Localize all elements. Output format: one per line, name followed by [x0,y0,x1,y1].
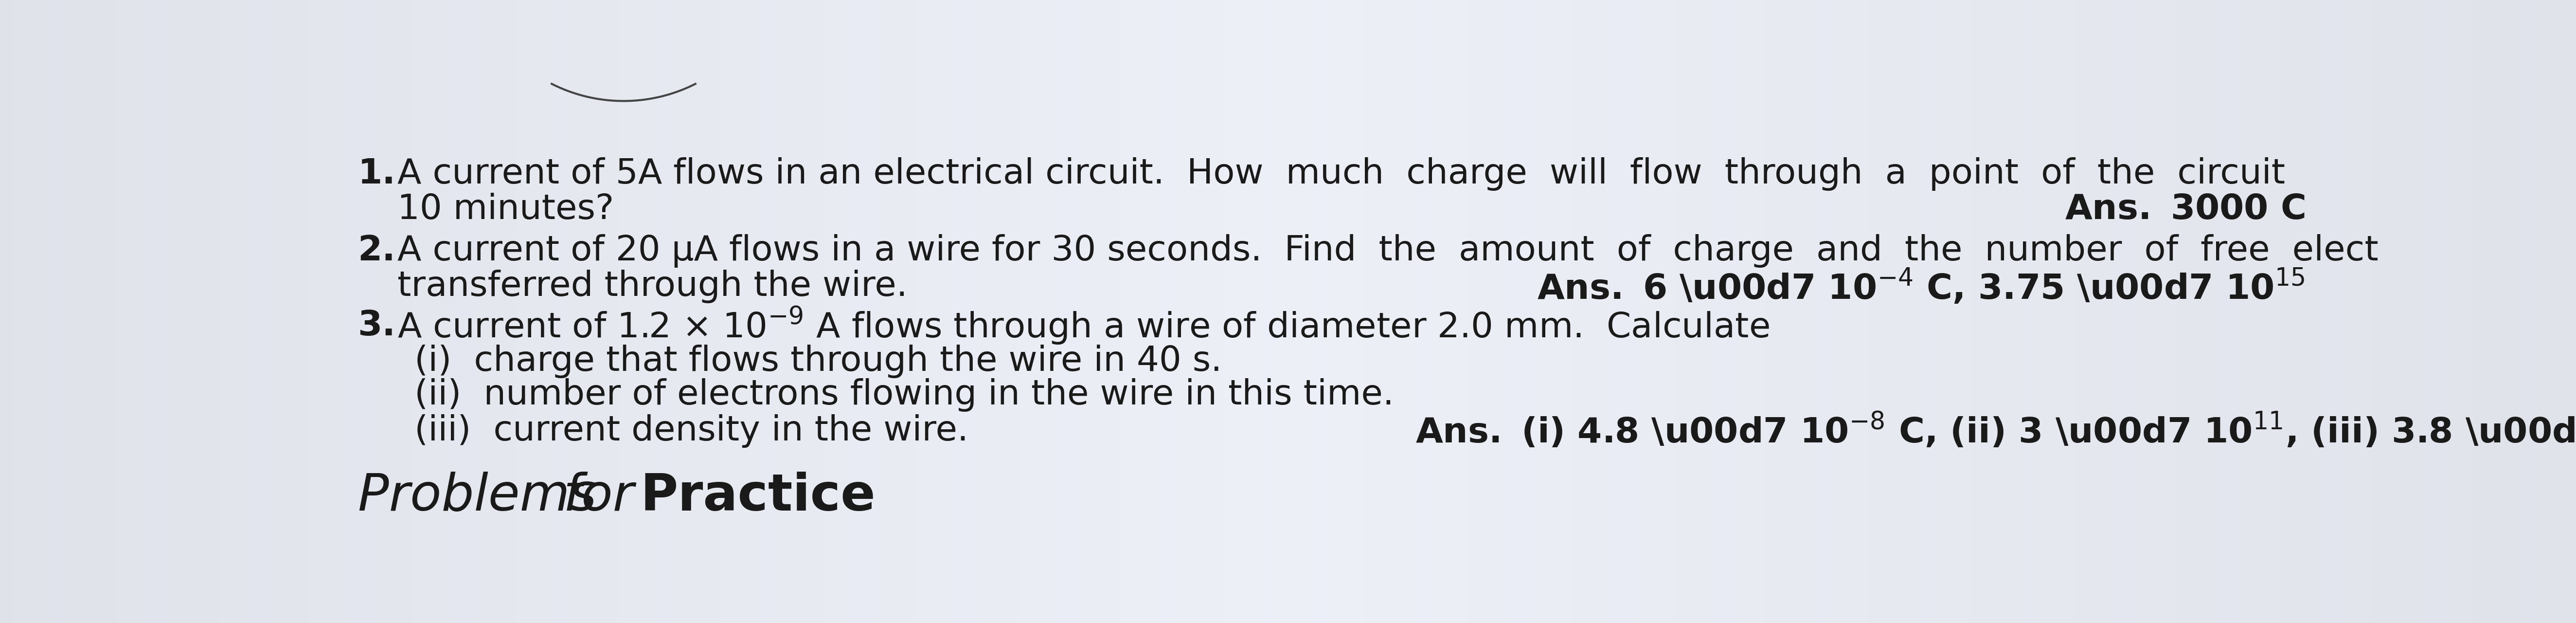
Text: 2.: 2. [358,234,397,268]
Text: 3.: 3. [358,309,397,343]
Text: A current of 5A flows in an electrical circuit.  How  much  charge  will  flow  : A current of 5A flows in an electrical c… [397,157,2285,191]
Text: (iii)  current density in the wire.: (iii) current density in the wire. [415,414,969,447]
Text: A current of 1.2 × 10$^{-9}$ A flows through a wire of diameter 2.0 mm.  Calcula: A current of 1.2 × 10$^{-9}$ A flows thr… [397,305,1770,347]
Text: A current of 20 μA flows in a wire for 30 seconds.  Find  the  amount  of  charg: A current of 20 μA flows in a wire for 3… [397,234,2378,268]
Text: for: for [564,472,649,521]
Text: $\mathbf{Ans.}$ 6 \u00d7 10$^{-4}$ C, 3.75 \u00d7 10$^{15}$: $\mathbf{Ans.}$ 6 \u00d7 10$^{-4}$ C, 3.… [1538,267,2306,306]
Text: (ii)  number of electrons flowing in the wire in this time.: (ii) number of electrons flowing in the … [415,378,1394,412]
Text: (i)  charge that flows through the wire in 40 s.: (i) charge that flows through the wire i… [415,345,1221,378]
Text: transferred through the wire.: transferred through the wire. [397,270,907,303]
Text: $\mathbf{Ans.}$ 3000 C: $\mathbf{Ans.}$ 3000 C [2066,193,2306,227]
Text: 1.: 1. [358,157,397,191]
Text: Practice: Practice [641,472,876,521]
Text: 10 minutes?: 10 minutes? [397,193,613,227]
Text: $\mathbf{Ans.}$ (i) 4.8 \u00d7 10$^{-8}$ C, (ii) 3 \u00d7 10$^{11}$, (iii) 3.8 \: $\mathbf{Ans.}$ (i) 4.8 \u00d7 10$^{-8}$… [1414,411,2576,450]
Text: Problems: Problems [358,472,613,521]
